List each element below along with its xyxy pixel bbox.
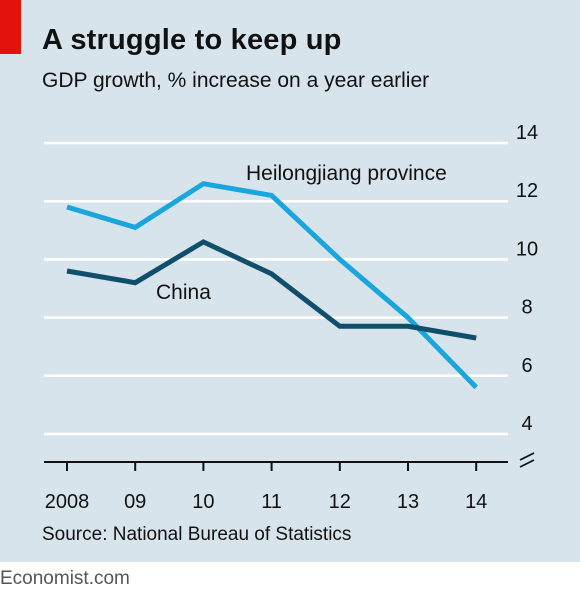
x-tick-label: 2008 [45, 491, 90, 513]
y-axis: 4 6 8 10 12 14 [516, 122, 538, 468]
series-label: Heilongjiang province [246, 162, 447, 185]
x-tick-labels: 2008 09 10 11 12 13 14 [45, 491, 488, 513]
x-tick-label: 14 [465, 491, 487, 513]
x-tick-label: 12 [329, 491, 351, 513]
source-note: Source: National Bureau of Statistics [42, 524, 352, 545]
brand-footer: Economist.com [0, 568, 130, 589]
y-tick-label: 14 [516, 122, 538, 144]
x-tick-label: 11 [261, 491, 282, 513]
x-tick-label: 09 [124, 491, 146, 513]
y-tick-label: 4 [521, 413, 532, 435]
y-tick-label: 10 [516, 238, 538, 260]
series-line-china [66, 239, 477, 341]
x-axis [44, 461, 508, 471]
line-chart: 4 6 8 10 12 14 2008 09 10 11 12 13 14 Heilongjiang … [44, 122, 538, 513]
chart-subtitle: GDP growth, % increase on a year earlier [42, 69, 430, 92]
x-tick-label: 13 [397, 491, 419, 513]
series-lines [66, 181, 478, 390]
chart-title: A struggle to keep up [42, 24, 342, 56]
y-tick-label: 6 [521, 355, 532, 377]
x-tick-label: 10 [192, 491, 214, 513]
y-tick-label: 12 [516, 180, 538, 202]
axis-break-stroke [519, 452, 535, 461]
brand-red-tag [0, 0, 21, 54]
chart-panel [0, 0, 580, 562]
series-labels: Heilongjiang province China [156, 162, 447, 304]
grid-lines [44, 141, 508, 436]
y-tick-label: 8 [521, 297, 532, 319]
axis-break-icon [519, 452, 535, 468]
axis-break-stroke [519, 459, 535, 468]
series-line-heilongjiang-province [66, 181, 478, 390]
series-label: China [156, 281, 211, 304]
